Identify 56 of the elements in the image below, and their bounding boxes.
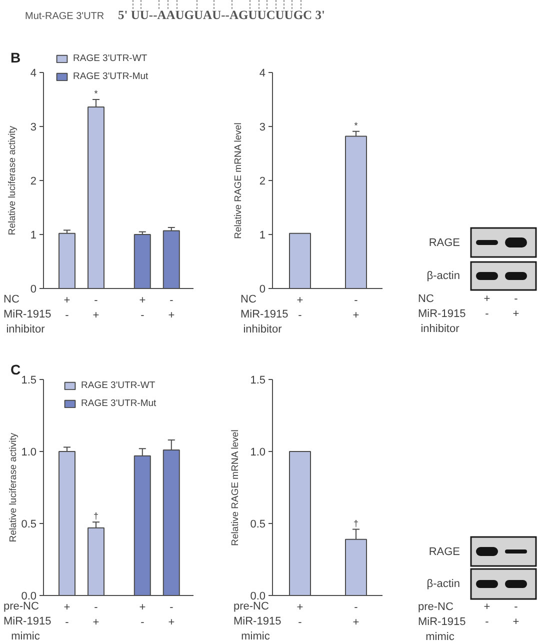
y-axis-title: Relative luciferase activity — [7, 126, 18, 236]
data-label: * — [94, 88, 98, 98]
y-tick-label: 1.0 — [21, 446, 37, 458]
category-label: RAGE — [428, 236, 460, 248]
x-axis-title: NC MiR-1915 inhibitor — [240, 294, 288, 336]
category-label: β-actin — [426, 270, 460, 282]
category-label: RAGE — [428, 546, 460, 558]
chart-title: C — [10, 362, 21, 378]
y-tick-label: 0.0 — [250, 590, 266, 602]
y-tick-label: 1 — [259, 230, 266, 242]
x-tick-label: - + — [92, 294, 100, 322]
text: 5' UU--AAUGUAU--AGUUCUUGC 3' — [118, 8, 325, 22]
chart-title: B — [10, 50, 21, 66]
category-label: β-actin — [426, 578, 460, 590]
x-tick-label: + - — [296, 602, 304, 628]
x-tick-label: - + — [352, 602, 360, 628]
y-tick-label: 0.0 — [21, 590, 37, 602]
x-axis-title: pre-NC MiR-1915 mimic — [4, 600, 52, 642]
y-tick-label: 0.5 — [21, 518, 37, 530]
y-axis-title: Relative luciferase activity — [8, 432, 19, 542]
y-tick-label: 1 — [30, 230, 37, 242]
x-axis-title: NC MiR-1915 inhibitor — [4, 294, 52, 336]
x-tick-label: + - — [64, 294, 70, 322]
x-tick-label: - + — [168, 602, 175, 628]
x-tick-label: + - — [296, 294, 304, 322]
x-tick-label: + - — [139, 602, 146, 628]
y-tick-label: 4 — [30, 68, 37, 80]
y-tick-label: 2 — [259, 176, 266, 188]
y-tick-label: 3 — [259, 122, 266, 134]
y-axis-title: Relative RAGE mRNA level — [230, 430, 241, 546]
text: pre-NC MiR-1915 mimic — [418, 600, 466, 642]
x-axis-title: pre-NC MiR-1915 mimic — [234, 600, 282, 642]
legend-label: RAGE 3'UTR-WT — [73, 52, 148, 64]
x-tick-label: + - — [139, 294, 146, 322]
y-tick-label: 0 — [259, 284, 266, 296]
y-axis-title: Relative RAGE mRNA level — [233, 122, 244, 239]
data-label: * — [354, 120, 358, 130]
y-tick-label: 2 — [30, 176, 37, 188]
x-tick-label: - + — [92, 602, 100, 628]
y-tick-label: 0.5 — [250, 518, 266, 530]
y-tick-label: 1.5 — [250, 374, 266, 386]
x-tick-label: + - — [64, 602, 70, 628]
y-tick-label: 0 — [30, 284, 37, 296]
y-tick-label: 1.0 — [250, 446, 266, 458]
legend-label: RAGE 3'UTR-Mut — [81, 397, 156, 409]
x-tick-label: - + — [168, 294, 175, 322]
text: Mut-RAGE 3'UTR — [25, 10, 104, 24]
legend-label: RAGE 3'UTR-WT — [81, 379, 156, 391]
legend-label: RAGE 3'UTR-Mut — [73, 70, 148, 82]
text: NC MiR-1915 inhibitor — [418, 292, 466, 336]
data-label: † — [353, 518, 359, 528]
y-tick-label: 3 — [30, 122, 37, 134]
y-tick-label: 4 — [259, 68, 266, 80]
data-label: † — [93, 511, 99, 522]
y-tick-label: 1.5 — [21, 374, 37, 386]
x-tick-label: - + — [352, 294, 360, 322]
